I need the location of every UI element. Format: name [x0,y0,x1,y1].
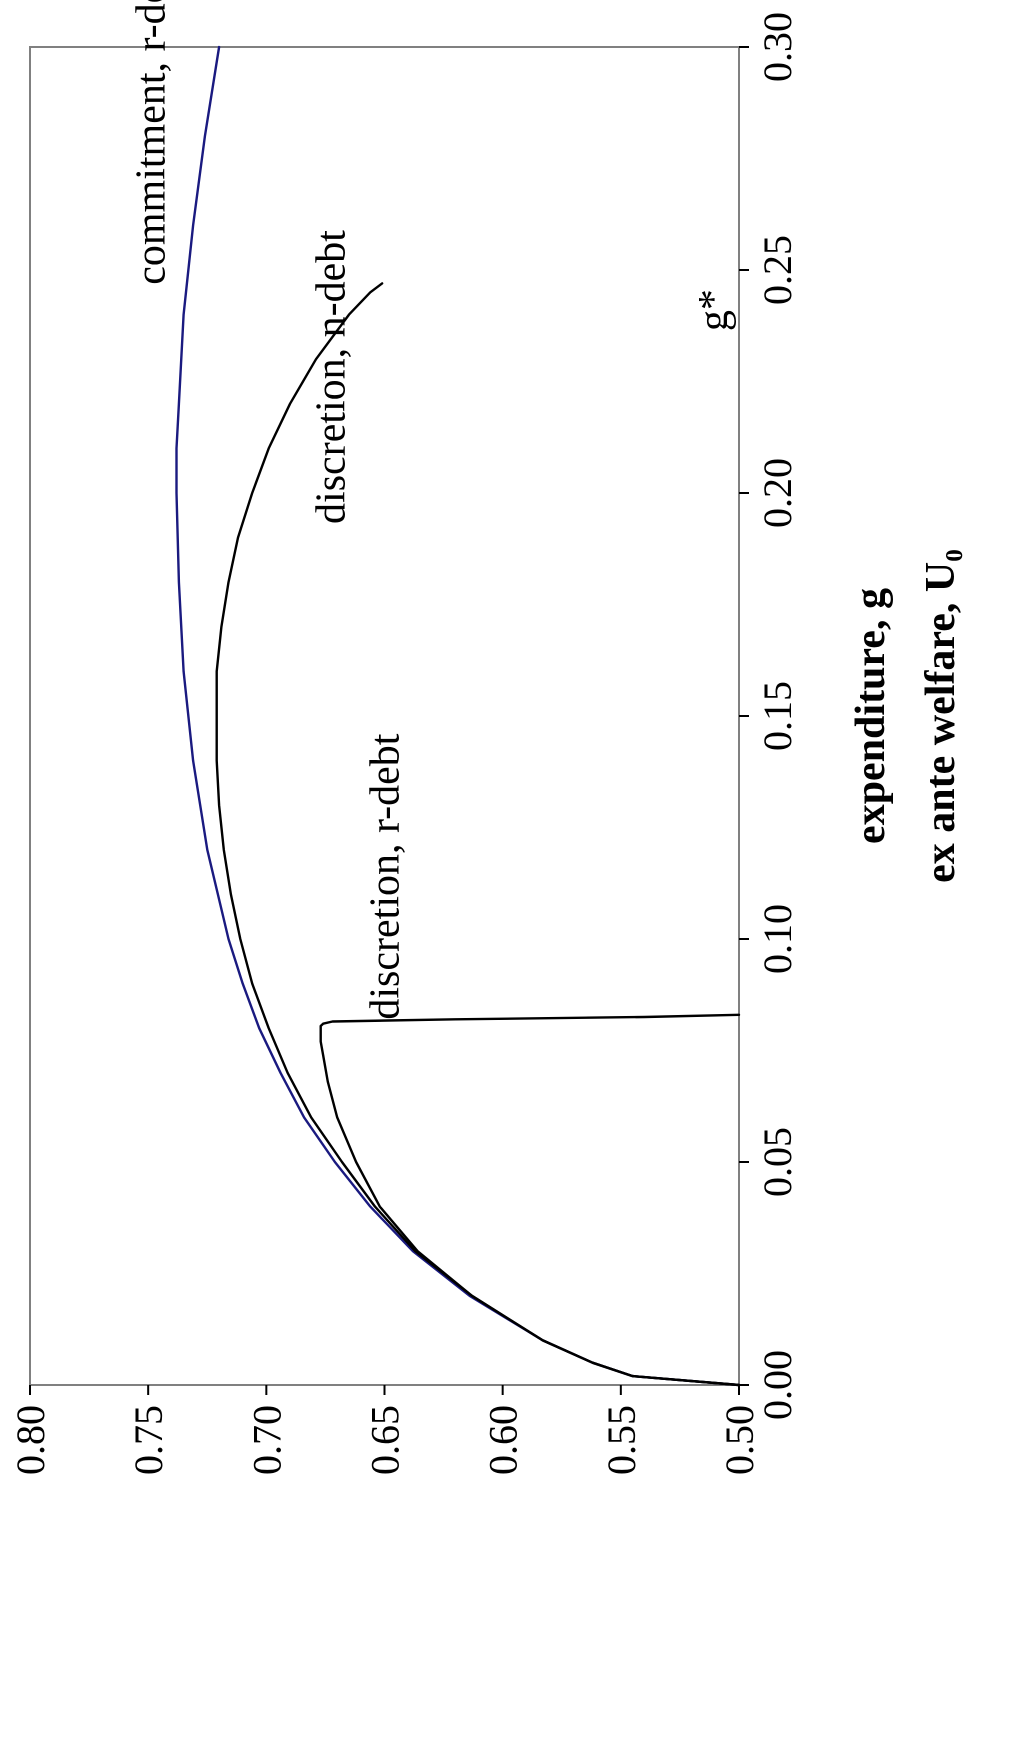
x-tick-label: 0.00 [755,1350,800,1420]
x-tick-label: 0.25 [755,235,800,305]
x-tick-label: 0.15 [755,681,800,751]
y-axis-ticks: 0.50 0.55 0.60 0.65 0.70 0.75 0.80 [8,1385,762,1475]
x-tick-label: 0.05 [755,1127,800,1197]
series-line-1 [215,282,741,1387]
annotation-label: discretion, r-debt [363,733,409,1019]
series-line-0 [175,45,741,1387]
y-tick-label: 0.70 [244,1405,289,1475]
series-line-2 [319,1013,741,1387]
x-tick-label: 0.10 [755,904,800,974]
y-tick-label: 0.80 [8,1405,53,1475]
y-tick-label: 0.75 [126,1405,171,1475]
annotation-label: discretion, n-debt [308,230,354,524]
annotation-layer: commitment, r-debt discretion, n-debt disc… [129,0,738,1020]
x-axis-ticks: 0.00 0.05 0.10 0.15 0.20 0.25 0.30 [739,12,800,1420]
x-tick-label: 0.20 [755,458,800,528]
y-tick-label: 0.55 [599,1405,644,1475]
x-axis-title: expenditure, g [848,588,894,844]
annotation-label: commitment, r-debt [129,0,175,285]
y-axis-title: ex ante welfare, U₀ [918,549,964,883]
x-tick-label: 0.30 [755,12,800,82]
y-tick-label: 0.60 [481,1405,526,1475]
y-tick-label: 0.50 [717,1405,762,1475]
y-tick-label: 0.65 [363,1405,408,1475]
annotation-label: g* [691,289,737,331]
series-layer [175,45,741,1387]
